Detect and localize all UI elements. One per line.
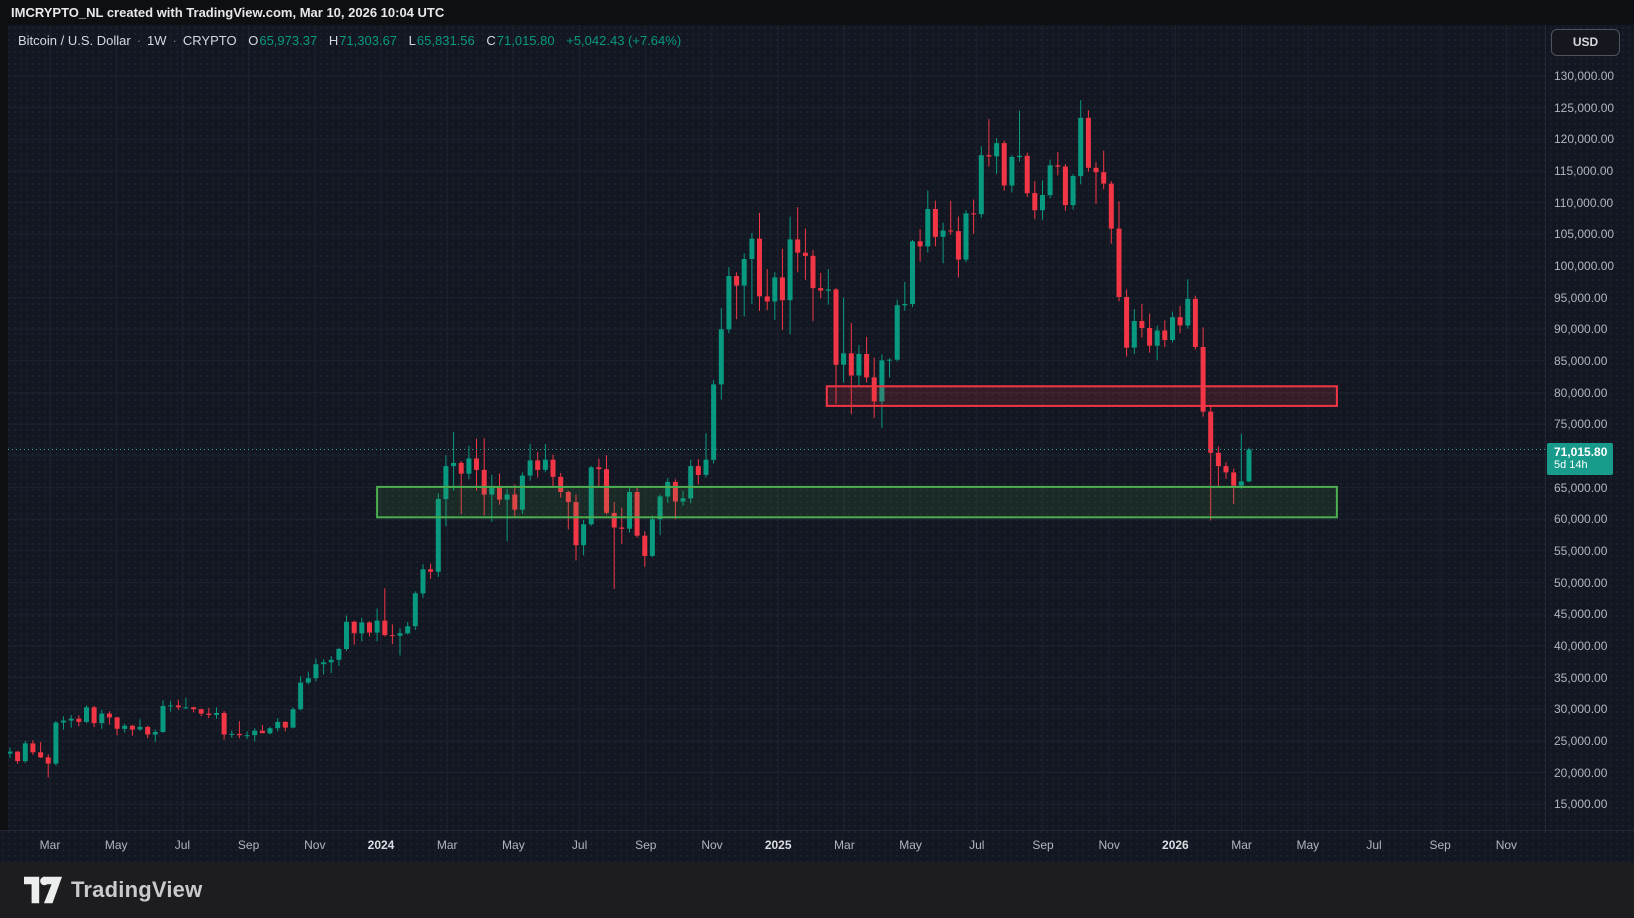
- price-axis-label: 15,000.00: [1554, 797, 1608, 812]
- time-axis-month-label: May: [502, 838, 525, 852]
- tradingview-wordmark: TradingView: [71, 877, 203, 902]
- price-axis-label: 95,000.00: [1554, 290, 1608, 305]
- bar-countdown: 5d 14h: [1554, 458, 1588, 471]
- price-axis-label: 45,000.00: [1554, 607, 1608, 622]
- currency-usd-button[interactable]: USD: [1551, 29, 1620, 56]
- attribution-bar: IMCRYPTO_NL created with TradingView.com…: [0, 0, 1634, 25]
- time-axis-month-label: Mar: [436, 838, 458, 852]
- time-axis-month-label: Nov: [1495, 838, 1518, 852]
- price-axis-label: 125,000.00: [1554, 100, 1615, 115]
- close-label: C: [486, 33, 496, 48]
- time-axis-month-label: Sep: [237, 838, 260, 852]
- price-axis[interactable]: USD 130,000.00 125,000.00 120,000.00 115,00…: [1545, 25, 1634, 830]
- time-axis-month-label: Jul: [174, 838, 191, 852]
- price-axis-label: 20,000.00: [1554, 765, 1608, 780]
- time-axis-month-label: Sep: [1429, 838, 1451, 852]
- separator-dot: ·: [172, 33, 177, 48]
- time-axis-month-label: Jul: [571, 838, 588, 852]
- price-axis-label: 100,000.00: [1554, 259, 1615, 273]
- price-axis-label: 50,000.00: [1554, 575, 1608, 590]
- price-axis-label: 130,000.00: [1554, 69, 1615, 83]
- low-value: 65,831.56: [416, 33, 475, 48]
- change-value: +5,042.43 (+7.64%): [566, 33, 682, 48]
- price-zones[interactable]: [376, 385, 1338, 519]
- open-label: O: [248, 33, 259, 48]
- price-axis-label: 40,000.00: [1554, 638, 1608, 653]
- time-axis[interactable]: Mar May Jul Sep Nov 2024 Mar May Jul Sep Nov 2025 Ma…: [0, 830, 1634, 863]
- interval-label: 1W: [147, 33, 167, 48]
- time-axis-month-label: Mar: [834, 838, 855, 852]
- price-axis-label: 90,000.00: [1554, 322, 1608, 337]
- time-axis-month-label: Mar: [1231, 838, 1252, 852]
- time-axis-month-label: Sep: [635, 838, 657, 852]
- tradingview-brand: TradingView: [24, 876, 202, 904]
- price-axis-label: 115,000.00: [1554, 164, 1614, 178]
- symbol-legend: Bitcoin / U.S. Dollar · 1W · CRYPTO O65,973.…: [18, 33, 681, 48]
- price-axis-label: 65,000.00: [1554, 480, 1608, 495]
- left-margin-strip: [0, 25, 8, 830]
- time-axis-month-label: May: [899, 838, 922, 852]
- close-value: 71,015.80: [496, 33, 555, 48]
- time-axis-year-label: 2024: [367, 838, 395, 852]
- candles: [7, 100, 1252, 778]
- exchange-label: CRYPTO: [182, 33, 237, 48]
- resistance-supply-zone: [825, 385, 1338, 407]
- time-axis-month-label: Nov: [304, 838, 326, 852]
- price-axis-label: 60,000.00: [1554, 512, 1608, 527]
- time-axis-year-label: 2026: [1162, 838, 1189, 852]
- time-axis-month-label: Nov: [1098, 838, 1120, 852]
- current-price-label: 71,015.80 5d 14h: [1547, 442, 1613, 475]
- low-label: L: [408, 33, 416, 48]
- attribution-text: IMCRYPTO_NL created with TradingView.com…: [11, 5, 445, 20]
- current-price-value: 71,015.80: [1554, 444, 1608, 459]
- time-axis-month-label: Sep: [1032, 838, 1054, 852]
- price-axis-label: 30,000.00: [1554, 702, 1608, 717]
- time-axis-month-label: Mar: [39, 838, 61, 852]
- high-label: H: [328, 33, 339, 48]
- open-value: 65,973.37: [259, 33, 318, 48]
- price-axis-label: 85,000.00: [1554, 353, 1608, 368]
- symbol-title: Bitcoin / U.S. Dollar: [18, 33, 131, 48]
- price-axis-label: 75,000.00: [1554, 417, 1608, 432]
- time-axis-month-label: Nov: [701, 838, 723, 852]
- price-axis-label: 105,000.00: [1554, 227, 1615, 242]
- time-axis-year-label: 2025: [764, 838, 792, 852]
- time-axis-month-label: May: [1296, 838, 1320, 852]
- high-value: 71,303.67: [339, 33, 398, 48]
- price-axis-label: 120,000.00: [1554, 132, 1615, 147]
- candlestick-plot[interactable]: [0, 25, 1545, 830]
- price-axis-label: 80,000.00: [1554, 385, 1608, 400]
- price-axis-label: 25,000.00: [1554, 733, 1608, 748]
- time-axis-month-label: Jul: [969, 838, 985, 852]
- price-axis-label: 110,000.00: [1554, 195, 1614, 210]
- price-axis-label: 55,000.00: [1554, 543, 1608, 558]
- footer-bar: TradingView: [0, 862, 1634, 918]
- separator-dot: ·: [136, 33, 142, 48]
- price-axis-label: 35,000.00: [1554, 670, 1608, 685]
- time-axis-month-label: May: [104, 838, 128, 852]
- grid: [8, 25, 1545, 830]
- tradingview-logo-icon: [24, 876, 62, 904]
- time-axis-month-label: Jul: [1366, 838, 1382, 852]
- chart-area: Bitcoin / U.S. Dollar · 1W · CRYPTO O65,973.…: [0, 25, 1634, 862]
- support-demand-zone: [376, 485, 1338, 519]
